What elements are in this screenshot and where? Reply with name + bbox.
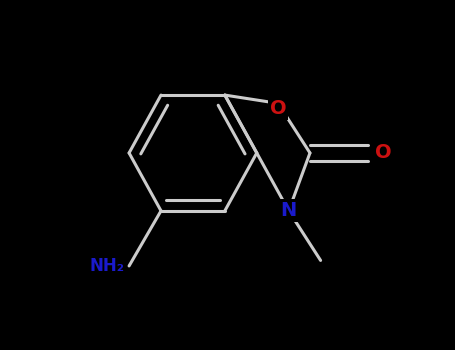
Text: O: O xyxy=(375,144,391,162)
Text: N: N xyxy=(281,201,297,220)
Text: NH₂: NH₂ xyxy=(90,257,125,275)
Text: O: O xyxy=(270,99,286,118)
